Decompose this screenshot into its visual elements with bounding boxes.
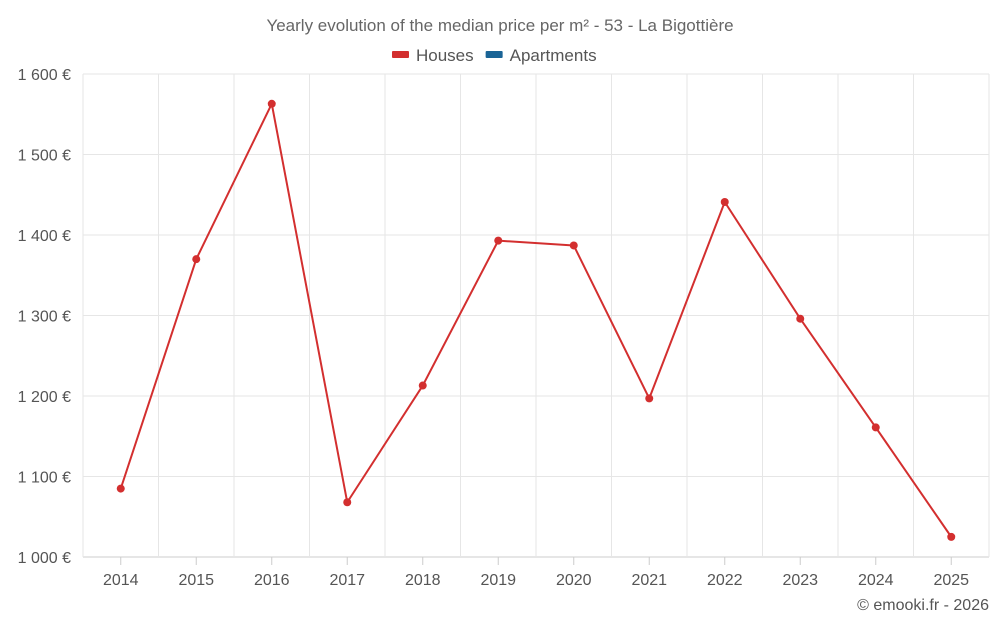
y-tick-label: 1 400 € [18, 228, 71, 245]
data-point-houses[interactable] [645, 394, 654, 403]
data-point-houses[interactable] [267, 99, 276, 108]
x-tick-label: 2020 [556, 572, 592, 589]
x-tick-label: 2016 [254, 572, 290, 589]
grid [82, 73, 990, 558]
series-layer [116, 99, 956, 541]
x-tick-label: 2017 [329, 572, 365, 589]
legend-label: Apartments [510, 46, 597, 65]
data-point-houses[interactable] [494, 236, 503, 245]
y-tick-label: 1 000 € [18, 550, 71, 567]
data-point-houses[interactable] [796, 314, 805, 323]
x-tick-label: 2021 [631, 572, 667, 589]
x-tick-label: 2025 [933, 572, 969, 589]
chart-title: Yearly evolution of the median price per… [266, 16, 733, 35]
y-tick-label: 1 200 € [18, 389, 71, 406]
x-tick-label: 2018 [405, 572, 441, 589]
legend-item-apartments[interactable]: Apartments [485, 46, 597, 65]
x-tick-label: 2023 [782, 572, 818, 589]
data-point-houses[interactable] [418, 381, 427, 390]
series-line-houses [119, 102, 953, 538]
data-point-houses[interactable] [192, 255, 201, 264]
data-point-houses[interactable] [116, 484, 125, 493]
y-tick-label: 1 100 € [18, 470, 71, 487]
legend-swatch [392, 51, 409, 58]
x-tick-label: 2022 [707, 572, 743, 589]
y-tick-label: 1 600 € [18, 67, 71, 84]
y-tick-label: 1 500 € [18, 148, 71, 165]
y-tick-label: 1 300 € [18, 309, 71, 326]
x-tick-label: 2019 [480, 572, 516, 589]
legend-swatch [485, 51, 503, 58]
data-point-houses[interactable] [569, 241, 578, 250]
data-point-houses[interactable] [720, 197, 729, 206]
legend-label: Houses [416, 46, 474, 65]
x-axis: 2014 2015 2016 2017 2018 2019 2020 2021 2022 2023… [103, 557, 969, 589]
credit-label: © emooki.fr - 2026 [857, 597, 989, 614]
legend-item-houses[interactable]: Houses [392, 46, 474, 65]
x-tick-label: 2024 [858, 572, 894, 589]
data-point-houses[interactable] [947, 532, 956, 541]
x-tick-label: 2015 [178, 572, 214, 589]
legend: Houses Apartments [392, 46, 597, 65]
data-point-houses[interactable] [871, 423, 880, 432]
x-tick-label: 2014 [103, 572, 139, 589]
data-point-houses[interactable] [343, 498, 352, 507]
y-axis: 1 000 € 1 100 € 1 200 € 1 300 € 1 400 € 1 500… [18, 67, 71, 567]
